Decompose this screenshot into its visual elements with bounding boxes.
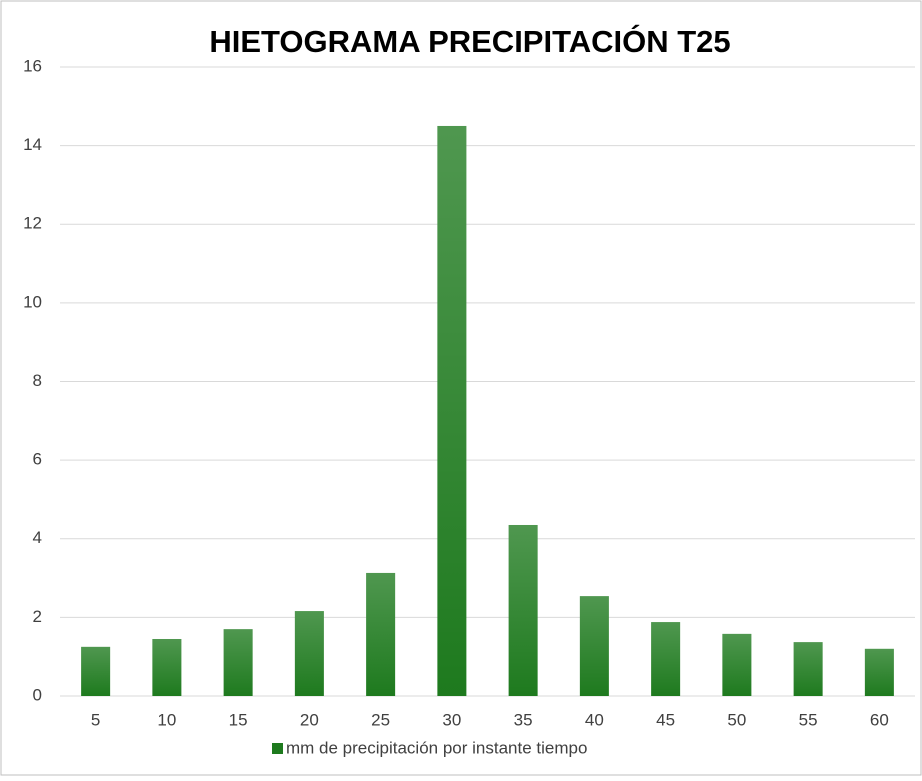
bar-shade: [81, 646, 111, 696]
bar-shade: [294, 611, 324, 696]
x-tick-label: 35: [514, 710, 533, 729]
x-tick-label: 50: [727, 710, 746, 729]
x-tick-label: 30: [442, 710, 461, 729]
bar-shade: [152, 638, 182, 696]
bar-shade: [223, 629, 253, 696]
x-tick-label: 15: [229, 710, 248, 729]
legend-swatch: [272, 743, 283, 754]
y-tick-label: 10: [23, 292, 42, 311]
bar-shade: [366, 572, 396, 696]
x-tick-label: 25: [371, 710, 390, 729]
bar-shade: [437, 125, 467, 696]
y-tick-label: 0: [33, 685, 42, 704]
bar-shade: [864, 648, 894, 696]
y-tick-label: 16: [23, 56, 42, 75]
y-tick-label: 2: [33, 607, 42, 626]
legend-label: mm de precipitación por instante tiempo: [286, 738, 587, 757]
x-tick-label: 40: [585, 710, 604, 729]
bar-shade: [508, 524, 538, 696]
x-tick-label: 60: [870, 710, 889, 729]
bar-shade: [722, 633, 752, 696]
y-tick-label: 12: [23, 214, 42, 233]
y-tick-label: 4: [33, 528, 42, 547]
bar-shade: [651, 622, 681, 696]
x-tick-label: 55: [799, 710, 818, 729]
x-tick-label: 45: [656, 710, 675, 729]
x-tick-label: 20: [300, 710, 319, 729]
x-tick-label: 10: [157, 710, 176, 729]
y-tick-label: 14: [23, 135, 42, 154]
bar-shade: [793, 642, 823, 696]
x-tick-label: 5: [91, 710, 100, 729]
chart-title: HIETOGRAMA PRECIPITACIÓN T25: [209, 23, 730, 59]
bar-shade: [579, 596, 609, 696]
y-tick-label: 6: [33, 450, 42, 469]
y-tick-label: 8: [33, 371, 42, 390]
